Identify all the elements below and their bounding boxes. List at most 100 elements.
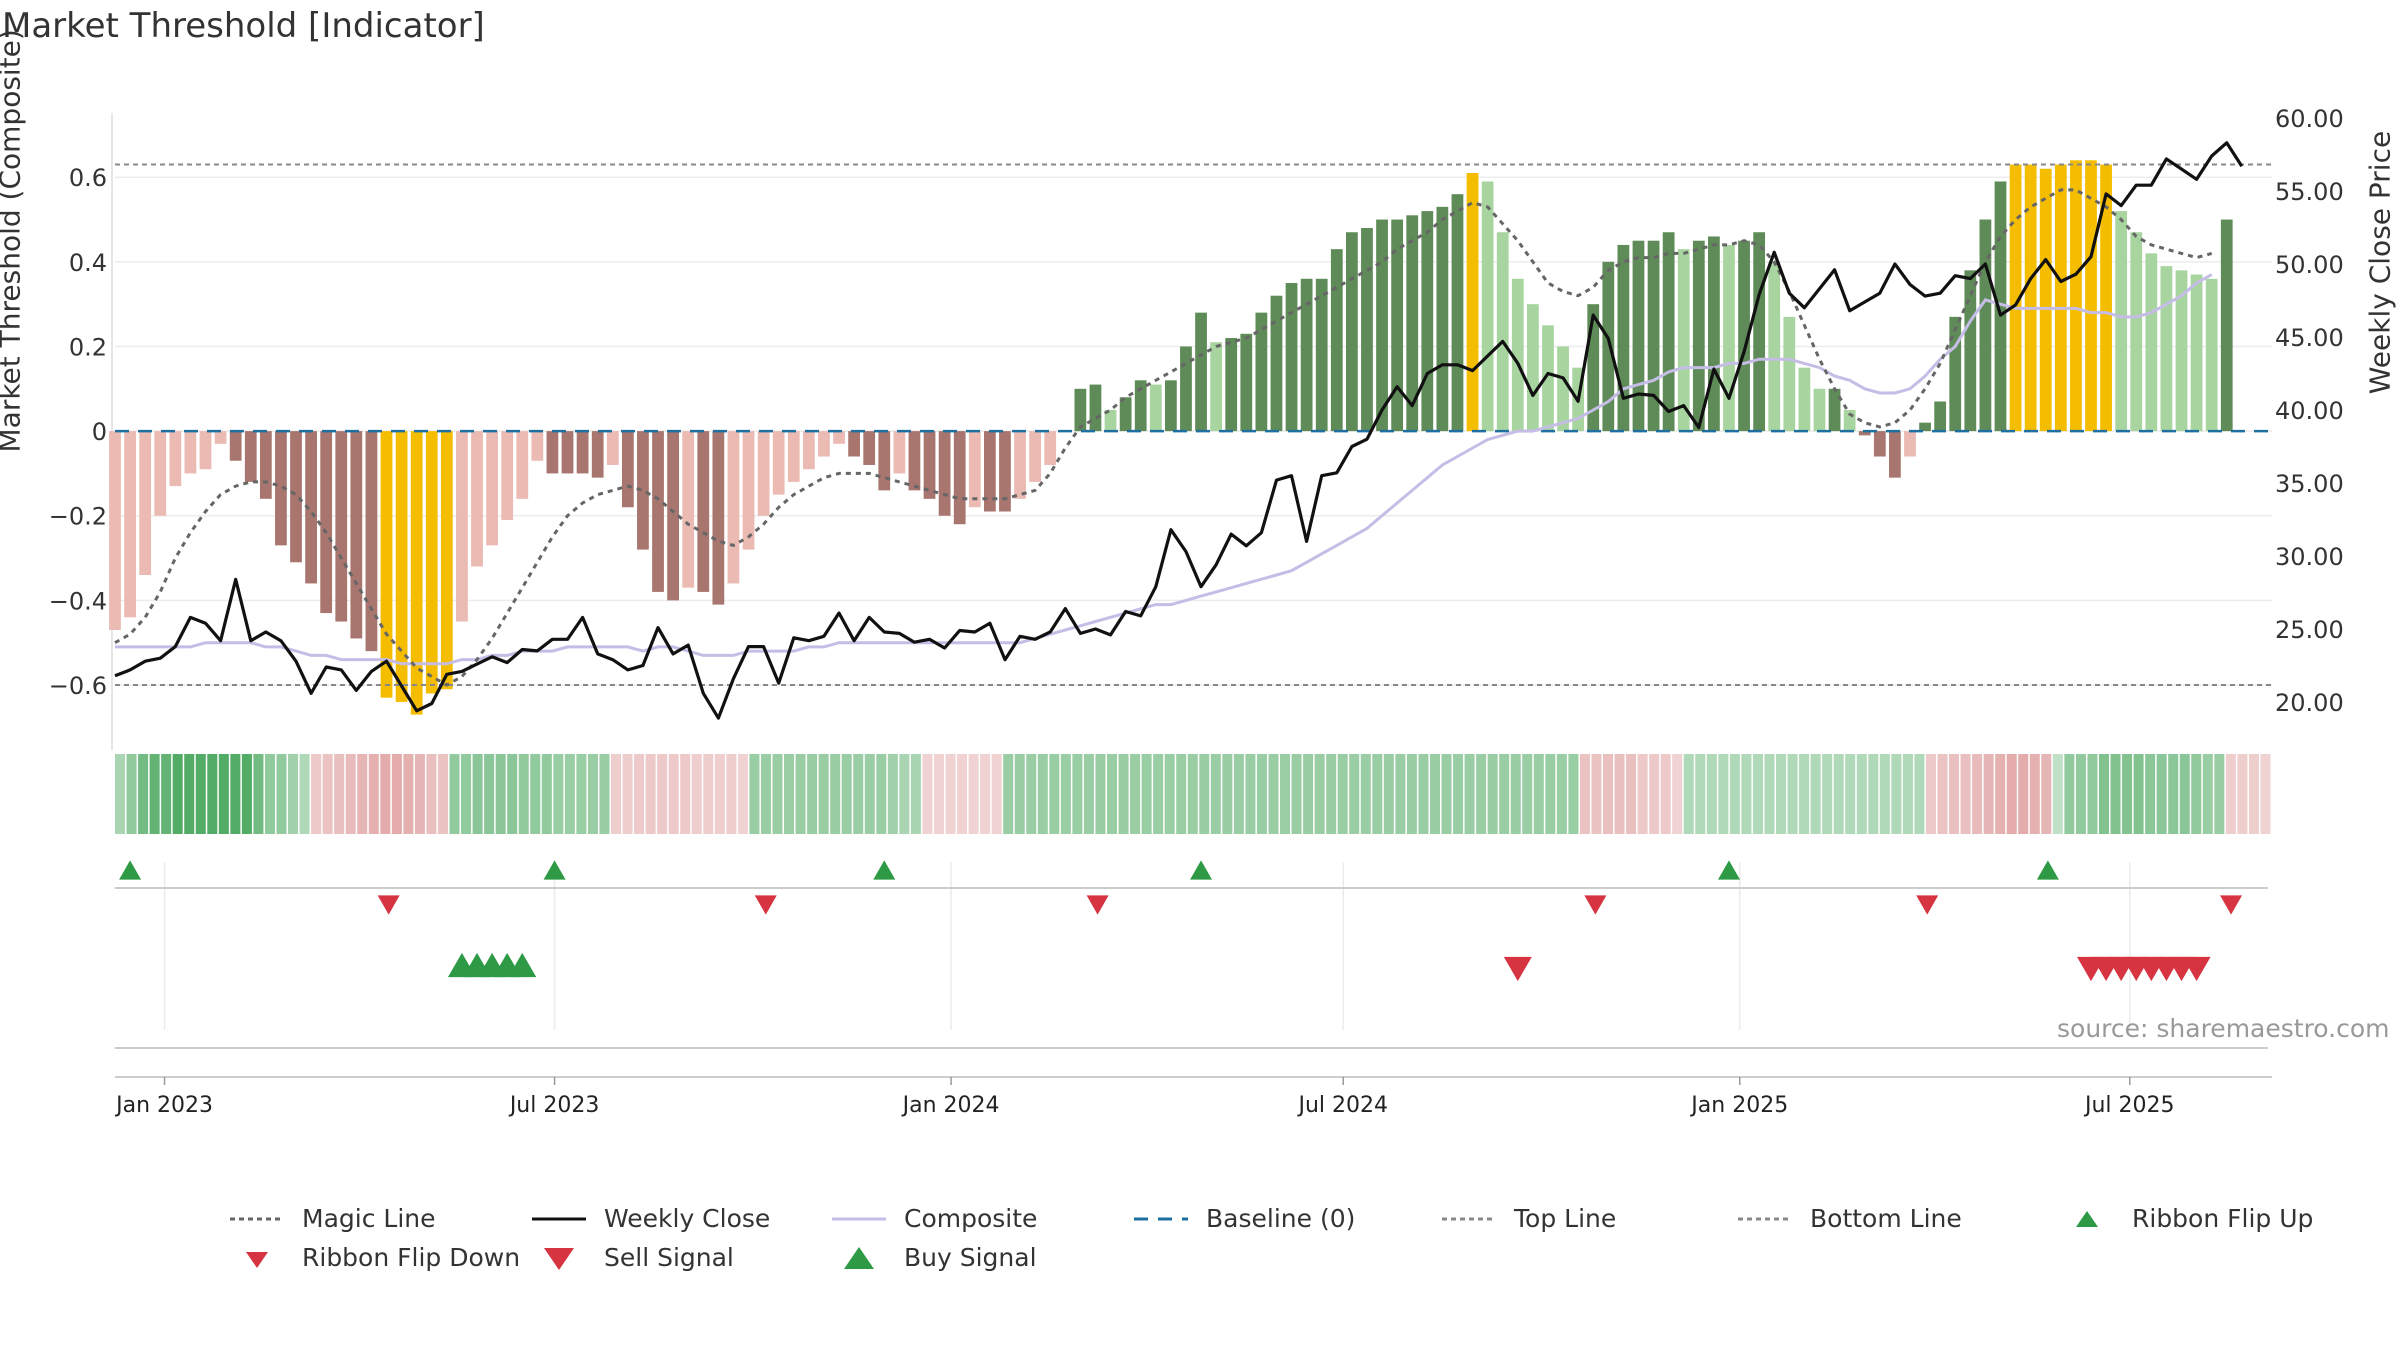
- histogram-bar: [1029, 431, 1042, 482]
- ribbon-cell: [172, 754, 183, 834]
- y2-tick-label: 55.00: [2275, 178, 2344, 206]
- histogram-bar: [757, 431, 770, 516]
- magic-line: [114, 188, 2213, 687]
- histogram-bar: [802, 431, 815, 470]
- legend-swatch: [532, 1217, 586, 1220]
- ribbon-cell: [1649, 754, 1660, 834]
- composite-line: [115, 273, 2213, 666]
- legend-label: Bottom Line: [1810, 1204, 1962, 1233]
- ribbon-cell: [1153, 754, 1164, 834]
- ribbon-flip-up-marker: [873, 860, 896, 880]
- ribbon-cell: [634, 754, 645, 834]
- ribbon-cell: [115, 754, 126, 834]
- ribbon-flip-up-marker: [1190, 860, 1213, 880]
- histogram-bar: [652, 431, 664, 592]
- ribbon-cell: [1060, 754, 1071, 834]
- ribbon-cell: [1902, 754, 1913, 834]
- histogram-bar: [983, 431, 996, 512]
- ribbon-cell: [1718, 754, 1729, 834]
- y-tick-label: 0.2: [69, 333, 107, 361]
- histogram-bar: [999, 431, 1011, 512]
- x-tick-label: Jul 2025: [2083, 1093, 2175, 1118]
- ribbon-flip-up-marker: [2036, 860, 2059, 880]
- histogram-bar: [440, 431, 453, 690]
- histogram-bar: [1119, 397, 1132, 432]
- histogram-bar: [1240, 333, 1253, 432]
- legend-label: Composite: [904, 1204, 1038, 1233]
- histogram-bar: [259, 431, 272, 499]
- histogram-bar: [1527, 304, 1539, 432]
- histogram-bar: [2160, 266, 2173, 432]
- histogram-bar: [1873, 431, 1886, 457]
- ribbon-cell: [1049, 754, 1060, 834]
- histogram-bar: [772, 431, 785, 495]
- histogram-bar: [848, 431, 860, 457]
- histogram-bar: [787, 431, 800, 482]
- ribbon-cell: [1187, 754, 1198, 834]
- ribbon-cell: [1176, 754, 1187, 834]
- ribbon-cell: [1660, 754, 1671, 834]
- ribbon-cell: [334, 754, 345, 834]
- histogram-bar: [199, 431, 212, 470]
- ribbon-cell: [1222, 754, 1233, 834]
- legend-swatch: [230, 1217, 284, 1220]
- histogram-bar: [244, 431, 257, 482]
- histogram-bar: [184, 431, 197, 474]
- legend-label: Weekly Close: [604, 1204, 771, 1233]
- ribbon-cell: [184, 754, 195, 834]
- legend-swatch: [832, 1217, 886, 1220]
- ribbon-cell: [1510, 754, 1521, 834]
- ribbon-flip-up-marker: [543, 860, 566, 880]
- y2-tick-label: 35.00: [2275, 470, 2344, 498]
- histogram-bar: [727, 431, 740, 584]
- ribbon-cell: [195, 754, 206, 834]
- ribbon-cell: [1522, 754, 1533, 834]
- ribbon-cell: [1776, 754, 1787, 834]
- histogram-bar: [591, 431, 604, 478]
- histogram-bar: [335, 431, 348, 622]
- histogram-bar: [1089, 384, 1102, 432]
- histogram-bar: [1421, 211, 1434, 432]
- ribbon-cell: [1683, 754, 1694, 834]
- histogram-bar: [1014, 431, 1026, 499]
- ribbon-cell: [1868, 754, 1879, 834]
- ribbon-cell: [807, 754, 818, 834]
- y2-tick-label: 60.00: [2275, 105, 2344, 133]
- y2-tick-label: 25.00: [2275, 616, 2344, 644]
- ribbon-cell: [1602, 754, 1614, 834]
- ribbon-cell: [1579, 754, 1590, 834]
- y2-tick-label: 20.00: [2275, 689, 2344, 717]
- histogram-bar: [908, 431, 921, 491]
- histogram-bar: [712, 431, 725, 605]
- histogram-bar: [410, 431, 423, 715]
- histogram-bar: [1723, 244, 1735, 432]
- histogram-bar: [2130, 232, 2143, 432]
- ribbon-cell: [1014, 754, 1025, 834]
- ribbon-cell: [1199, 754, 1210, 834]
- histogram-bar: [1466, 173, 1479, 432]
- histogram-bar: [501, 431, 514, 520]
- ribbon-cell: [853, 754, 864, 834]
- legend-swatch: [1134, 1217, 1188, 1220]
- ribbon-cell: [1337, 754, 1348, 834]
- ribbon-cell: [391, 754, 402, 834]
- histogram-bar: [1662, 232, 1675, 432]
- ribbon-cell: [645, 754, 656, 834]
- ribbon-cell: [1556, 754, 1567, 834]
- ribbon-cell: [1314, 754, 1325, 834]
- legend-item: Sell Signal: [530, 1243, 734, 1272]
- legend-item: Baseline (0): [1132, 1204, 1355, 1233]
- ribbon-cell: [2179, 754, 2190, 834]
- ribbon-cell: [2145, 754, 2156, 834]
- ribbon-cell: [1672, 754, 1683, 834]
- ribbon-cell: [1083, 754, 1094, 834]
- x-tick-label: Jan 2025: [1689, 1093, 1788, 1118]
- histogram-bar: [863, 431, 876, 465]
- y2-tick-label: 50.00: [2275, 251, 2344, 279]
- ribbon-cell: [1118, 754, 1129, 834]
- histogram-bar: [1210, 342, 1223, 432]
- ribbon-cell: [1360, 754, 1371, 834]
- histogram-bar: [667, 431, 679, 601]
- ribbon-cell: [1822, 754, 1833, 834]
